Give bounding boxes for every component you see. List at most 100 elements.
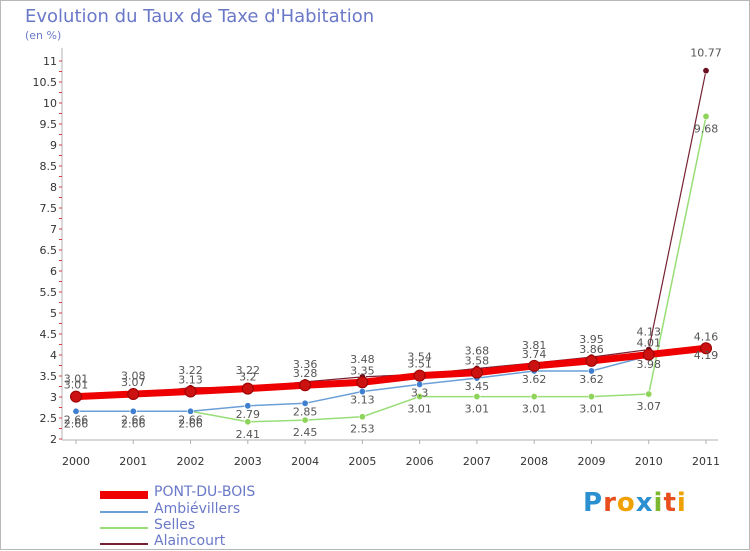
- proxiti-logo: Proxiti: [583, 488, 687, 518]
- y-tick-label: 2: [50, 433, 57, 446]
- y-tick-label: 7.5: [40, 202, 58, 215]
- data-label-ambievillers: 4.19: [694, 349, 719, 362]
- legend-label: PONT-DU-BOIS: [154, 484, 256, 500]
- data-point-pont-du-bois: [356, 376, 369, 389]
- x-tick-label: 2001: [119, 455, 147, 468]
- legend-swatch: [100, 511, 148, 513]
- x-tick-label: 2004: [291, 455, 319, 468]
- unit-label: (en %): [25, 29, 62, 42]
- data-label-selles: 3.01: [579, 403, 604, 416]
- data-label-selles: 3.01: [465, 403, 490, 416]
- data-label-alaincourt: 3.48: [350, 353, 375, 366]
- x-tick-label: 2007: [463, 455, 491, 468]
- y-tick-label: 8: [50, 181, 57, 194]
- data-label-pont-du-bois: 3.74: [522, 348, 547, 361]
- data-label-alaincourt: 3.01: [64, 373, 89, 386]
- data-label-ambievillers: 3.98: [636, 358, 661, 371]
- data-point-ambievillers: [72, 407, 80, 415]
- x-tick-label: 2002: [177, 455, 205, 468]
- data-point-pont-du-bois: [585, 354, 598, 367]
- y-tick-label: 9.5: [40, 118, 58, 131]
- data-label-pont-du-bois: 3.2: [239, 371, 257, 384]
- data-point-ambievillers: [187, 407, 195, 415]
- data-label-pont-du-bois: 3.01: [64, 379, 89, 392]
- data-label-alaincourt: 3.22: [178, 364, 203, 377]
- y-tick-label: 10: [43, 97, 57, 110]
- y-tick-label: 2.5: [40, 412, 58, 425]
- data-point-pont-du-bois: [700, 342, 712, 355]
- data-label-ambievillers: 2.85: [293, 405, 318, 418]
- data-point-pont-du-bois: [299, 379, 312, 392]
- y-tick-label: 7: [50, 223, 57, 236]
- data-label-pont-du-bois: 4.01: [636, 337, 661, 350]
- data-label-ambievillers: 2.66: [64, 413, 89, 426]
- x-tick-label: 2008: [520, 455, 548, 468]
- data-point-ambievillers: [358, 388, 366, 396]
- series-line-pont-du-bois: [75, 344, 707, 401]
- data-label-alaincourt: 3.81: [522, 339, 547, 352]
- data-point-pont-du-bois: [184, 385, 197, 398]
- data-point-pont-du-bois: [470, 366, 483, 379]
- y-tick-label: 5: [50, 307, 57, 320]
- data-label-selles: 2.66: [64, 417, 89, 430]
- data-label-pont-du-bois: 3.07: [121, 376, 146, 389]
- x-tick-label: 2005: [348, 455, 376, 468]
- legend-swatch: [100, 527, 148, 529]
- y-tick-label: 10.5: [33, 76, 58, 89]
- data-point-selles: [702, 112, 710, 120]
- y-tick-label: 5.5: [40, 286, 58, 299]
- data-label-pont-du-bois: 3.86: [579, 343, 604, 356]
- data-point-selles: [244, 418, 252, 426]
- data-point-pont-du-bois: [642, 348, 655, 361]
- data-point-pont-du-bois: [70, 390, 82, 403]
- data-label-alaincourt: 3.95: [579, 333, 604, 346]
- data-label-ambievillers: 3.62: [579, 373, 604, 386]
- series-line-alaincourt: [75, 70, 707, 398]
- data-label-selles: 2.41: [236, 428, 261, 441]
- data-label-ambievillers: 3.62: [522, 373, 547, 386]
- data-label-ambievillers: 3.45: [465, 380, 490, 393]
- y-tick-label: 4: [50, 349, 57, 362]
- data-point-ambievillers: [129, 407, 137, 415]
- data-label-alaincourt: 3.54: [407, 350, 432, 363]
- legend-swatch: [100, 543, 148, 545]
- x-tick-label: 2003: [234, 455, 262, 468]
- y-tick-label: 3: [50, 391, 57, 404]
- y-tick-label: 3.5: [40, 370, 58, 383]
- legend-label: Selles: [154, 517, 196, 533]
- y-tick-label: 8.5: [40, 160, 58, 173]
- data-point-selles: [416, 393, 424, 401]
- data-point-pont-du-bois: [241, 382, 254, 395]
- data-point-selles: [530, 393, 538, 401]
- data-label-selles: 3.07: [636, 400, 661, 413]
- data-label-selles: 2.53: [350, 423, 375, 436]
- x-tick-label: 2011: [692, 455, 720, 468]
- data-label-selles: 2.45: [293, 426, 318, 439]
- data-label-alaincourt: 4.13: [636, 326, 661, 339]
- data-label-selles: 2.66: [178, 417, 203, 430]
- data-label-alaincourt: 3.08: [121, 370, 146, 383]
- data-point-pont-du-bois: [127, 388, 140, 401]
- data-label-ambievillers: 2.79: [236, 408, 261, 421]
- data-label-pont-du-bois: 3.58: [465, 355, 490, 368]
- data-point-selles: [301, 416, 309, 424]
- x-tick-label: 2009: [577, 455, 605, 468]
- y-tick-label: 11: [43, 55, 57, 68]
- data-point-ambievillers: [244, 402, 252, 410]
- data-label-ambievillers: 3.3: [411, 386, 429, 399]
- data-point-pont-du-bois: [528, 359, 541, 372]
- data-label-selles: 3.01: [407, 403, 432, 416]
- data-label-pont-du-bois: 4.16: [694, 330, 719, 343]
- x-tick-label: 2000: [62, 455, 90, 468]
- data-label-alaincourt: 3.22: [236, 364, 261, 377]
- y-tick-label: 4.5: [40, 328, 58, 341]
- data-label-ambievillers: 2.66: [121, 413, 146, 426]
- data-label-pont-du-bois: 3.35: [350, 364, 375, 377]
- y-tick-label: 9: [50, 139, 57, 152]
- data-point-pont-du-bois: [413, 369, 426, 382]
- data-point-ambievillers: [301, 399, 309, 407]
- data-point-selles: [587, 393, 595, 401]
- data-point-ambievillers: [587, 367, 595, 375]
- data-label-pont-du-bois: 3.28: [293, 367, 318, 380]
